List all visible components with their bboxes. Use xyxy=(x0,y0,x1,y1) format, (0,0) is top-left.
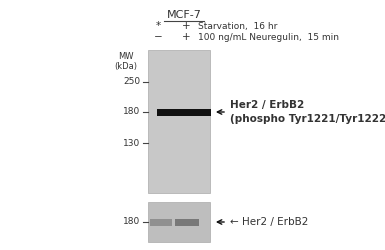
Text: ← Her2 / ErbB2: ← Her2 / ErbB2 xyxy=(230,217,308,227)
Text: Starvation,  16 hr: Starvation, 16 hr xyxy=(198,22,277,30)
Bar xyxy=(150,218,172,226)
Text: 100 ng/mL Neuregulin,  15 min: 100 ng/mL Neuregulin, 15 min xyxy=(198,32,339,42)
Bar xyxy=(148,50,210,193)
Text: MCF-7: MCF-7 xyxy=(167,10,201,20)
Text: (phospho Tyr1221/Tyr1222): (phospho Tyr1221/Tyr1222) xyxy=(230,114,385,124)
Text: 130: 130 xyxy=(123,138,140,147)
Text: Her2 / ErbB2: Her2 / ErbB2 xyxy=(230,100,304,110)
Text: 180: 180 xyxy=(123,218,140,226)
Bar xyxy=(157,108,211,116)
Text: −: − xyxy=(154,32,162,42)
Bar xyxy=(175,218,199,226)
Text: 180: 180 xyxy=(123,108,140,116)
Text: +: + xyxy=(182,21,190,31)
Text: 250: 250 xyxy=(123,78,140,86)
Text: *: * xyxy=(156,21,161,31)
Text: +: + xyxy=(182,32,190,42)
Bar xyxy=(148,202,210,242)
Text: MW
(kDa): MW (kDa) xyxy=(114,52,137,72)
